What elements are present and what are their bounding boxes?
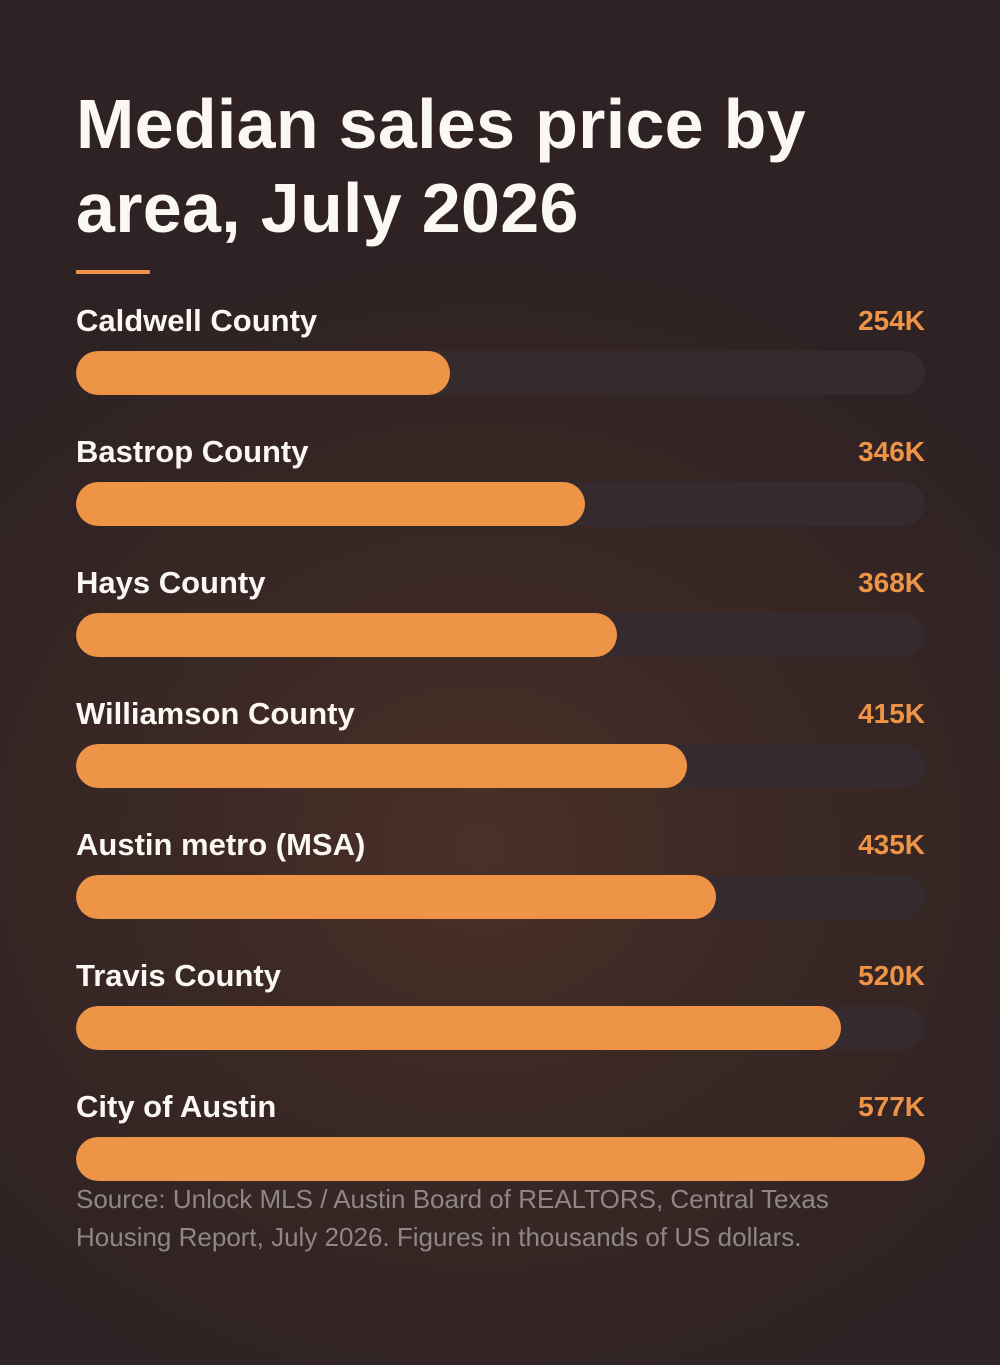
value-label: 415K: [858, 698, 925, 729]
bar-fill: [76, 613, 618, 657]
bar-fill: [76, 351, 450, 395]
value-label: 346K: [858, 436, 925, 467]
chart-title: Median sales price by area, July 2026: [76, 85, 806, 247]
category-label: Hays County: [76, 565, 266, 600]
category-label: Travis County: [76, 958, 281, 993]
category-label: Williamson County: [76, 696, 355, 731]
source-note: Source: Unlock MLS / Austin Board of REA…: [76, 1184, 829, 1252]
bar-track: [76, 613, 925, 657]
value-label: 577K: [858, 1091, 925, 1122]
bar-row: Bastrop County 346K: [76, 435, 925, 566]
bar-row: Williamson County 415K: [76, 697, 925, 828]
bar-list: Caldwell County 254K Bastrop County 346K Hay…: [76, 304, 925, 1221]
bar-row: Hays County 368K: [76, 566, 925, 697]
bar-fill: [76, 482, 586, 526]
bar-track: [76, 351, 925, 395]
bar-row: City of Austin 577K: [76, 1090, 925, 1221]
value-label: 368K: [858, 567, 925, 598]
bar-track: [76, 875, 925, 919]
bar-fill: [76, 1006, 842, 1050]
category-label: Austin metro (MSA): [76, 827, 366, 862]
value-label: 435K: [858, 829, 925, 860]
category-label: Bastrop County: [76, 434, 309, 469]
bar-track: [76, 482, 925, 526]
value-label: 254K: [858, 305, 925, 336]
bar-track: [76, 1137, 925, 1181]
bar-row: Travis County 520K: [76, 959, 925, 1090]
category-label: City of Austin: [76, 1089, 277, 1124]
bar-fill: [76, 1137, 925, 1181]
bar-row: Caldwell County 254K: [76, 304, 925, 435]
title-accent-rule: [76, 270, 150, 274]
chart-container: Median sales price by area, July 2026 Ca…: [76, 82, 925, 1221]
bar-track: [76, 744, 925, 788]
category-label: Caldwell County: [76, 303, 318, 338]
bar-track: [76, 1006, 925, 1050]
bar-fill: [76, 744, 687, 788]
bar-row: Austin metro (MSA) 435K: [76, 828, 925, 959]
value-label: 520K: [858, 960, 925, 991]
bar-fill: [76, 875, 717, 919]
